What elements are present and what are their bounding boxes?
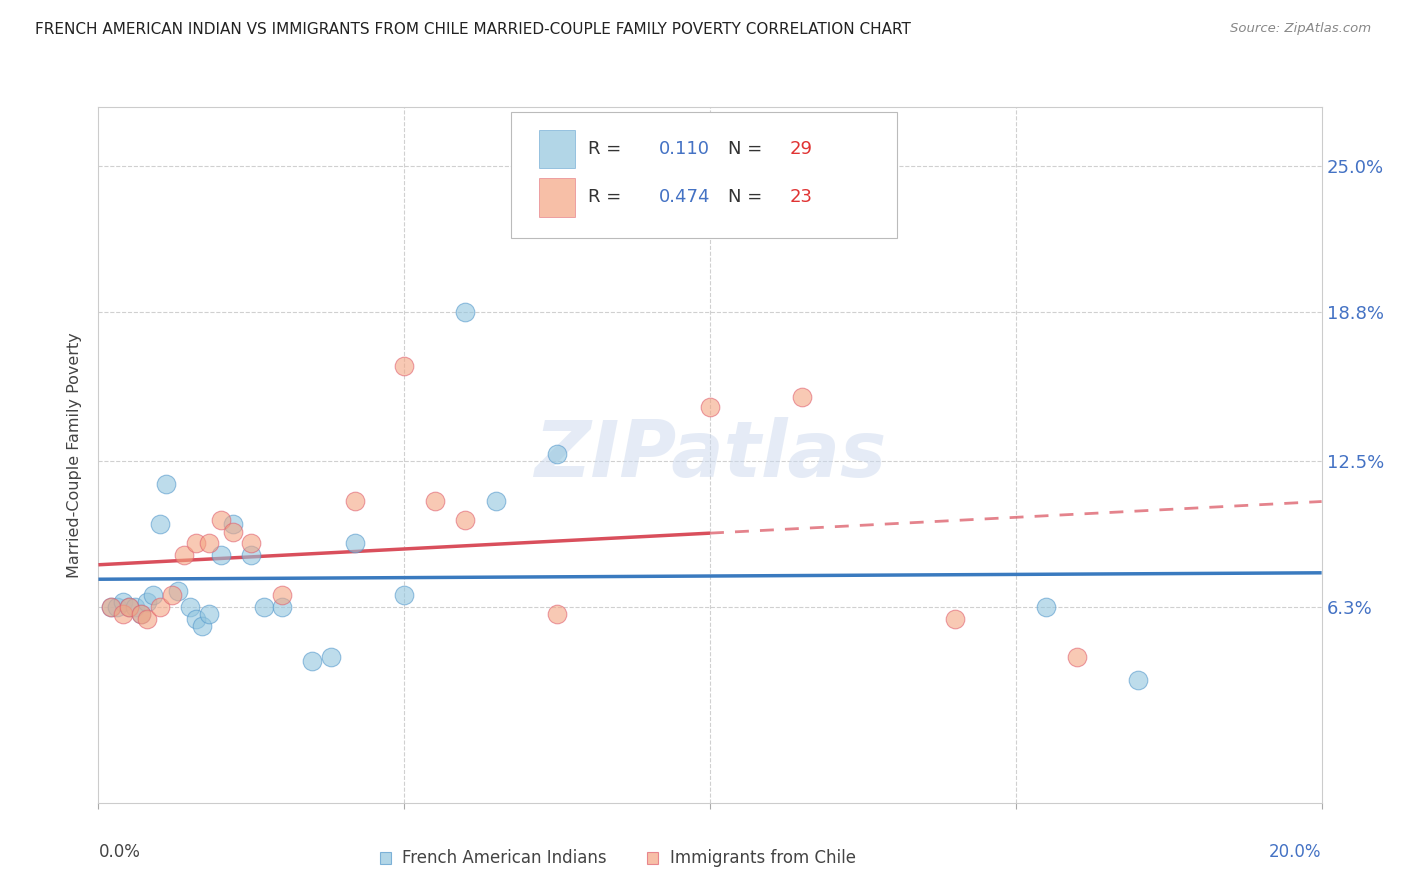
Point	[319, 649, 342, 664]
Point	[155, 477, 177, 491]
Point	[118, 600, 141, 615]
Point	[100, 600, 122, 615]
Text: 20.0%: 20.0%	[1270, 843, 1322, 861]
Point	[179, 600, 201, 615]
Point	[252, 600, 274, 615]
Point	[191, 619, 214, 633]
Point	[197, 536, 219, 550]
Point	[546, 447, 568, 461]
Point	[392, 359, 416, 374]
Text: R =: R =	[588, 140, 627, 158]
Text: 0.110: 0.110	[658, 140, 710, 158]
Text: 0.0%: 0.0%	[98, 843, 141, 861]
Text: 23: 23	[790, 188, 813, 206]
Point	[1035, 600, 1057, 615]
Text: 0.474: 0.474	[658, 188, 710, 206]
Point	[136, 612, 159, 626]
Point	[240, 536, 263, 550]
Text: Immigrants from Chile: Immigrants from Chile	[669, 849, 856, 867]
Point	[344, 536, 367, 550]
Point	[546, 607, 568, 621]
Point	[1128, 673, 1150, 688]
Point	[1066, 649, 1088, 664]
Text: FRENCH AMERICAN INDIAN VS IMMIGRANTS FROM CHILE MARRIED-COUPLE FAMILY POVERTY CO: FRENCH AMERICAN INDIAN VS IMMIGRANTS FRO…	[35, 22, 911, 37]
Point	[160, 588, 183, 602]
Point	[209, 548, 232, 562]
Text: French American Indians: French American Indians	[402, 849, 607, 867]
Point	[270, 600, 292, 615]
Point	[392, 588, 416, 602]
Point	[118, 600, 141, 615]
Point	[209, 513, 232, 527]
Text: ZIPatlas: ZIPatlas	[534, 417, 886, 493]
Text: 29: 29	[790, 140, 813, 158]
Point	[142, 588, 165, 602]
Point	[454, 513, 477, 527]
Point	[167, 583, 190, 598]
Point	[790, 390, 813, 404]
Point	[301, 654, 323, 668]
FancyBboxPatch shape	[538, 178, 575, 217]
Point	[136, 595, 159, 609]
Text: N =: N =	[728, 140, 768, 158]
Point	[699, 400, 721, 414]
Point	[111, 595, 134, 609]
Point	[186, 536, 208, 550]
Point	[270, 588, 292, 602]
Point	[149, 600, 172, 615]
Point	[454, 305, 477, 319]
Point	[222, 524, 245, 539]
Point	[173, 548, 195, 562]
FancyBboxPatch shape	[538, 129, 575, 168]
Point	[100, 600, 122, 615]
Point	[240, 548, 263, 562]
FancyBboxPatch shape	[510, 112, 897, 238]
Point	[423, 494, 446, 508]
Point	[124, 600, 146, 615]
Point	[485, 494, 508, 508]
Point	[149, 517, 172, 532]
Text: N =: N =	[728, 188, 768, 206]
Point	[222, 517, 245, 532]
Text: R =: R =	[588, 188, 627, 206]
Point	[129, 607, 152, 621]
Point	[186, 612, 208, 626]
Point	[105, 600, 128, 615]
Point	[111, 607, 134, 621]
Point	[344, 494, 367, 508]
Point	[943, 612, 966, 626]
Point	[129, 607, 152, 621]
Point	[197, 607, 219, 621]
Y-axis label: Married-Couple Family Poverty: Married-Couple Family Poverty	[67, 332, 83, 578]
Text: Source: ZipAtlas.com: Source: ZipAtlas.com	[1230, 22, 1371, 36]
